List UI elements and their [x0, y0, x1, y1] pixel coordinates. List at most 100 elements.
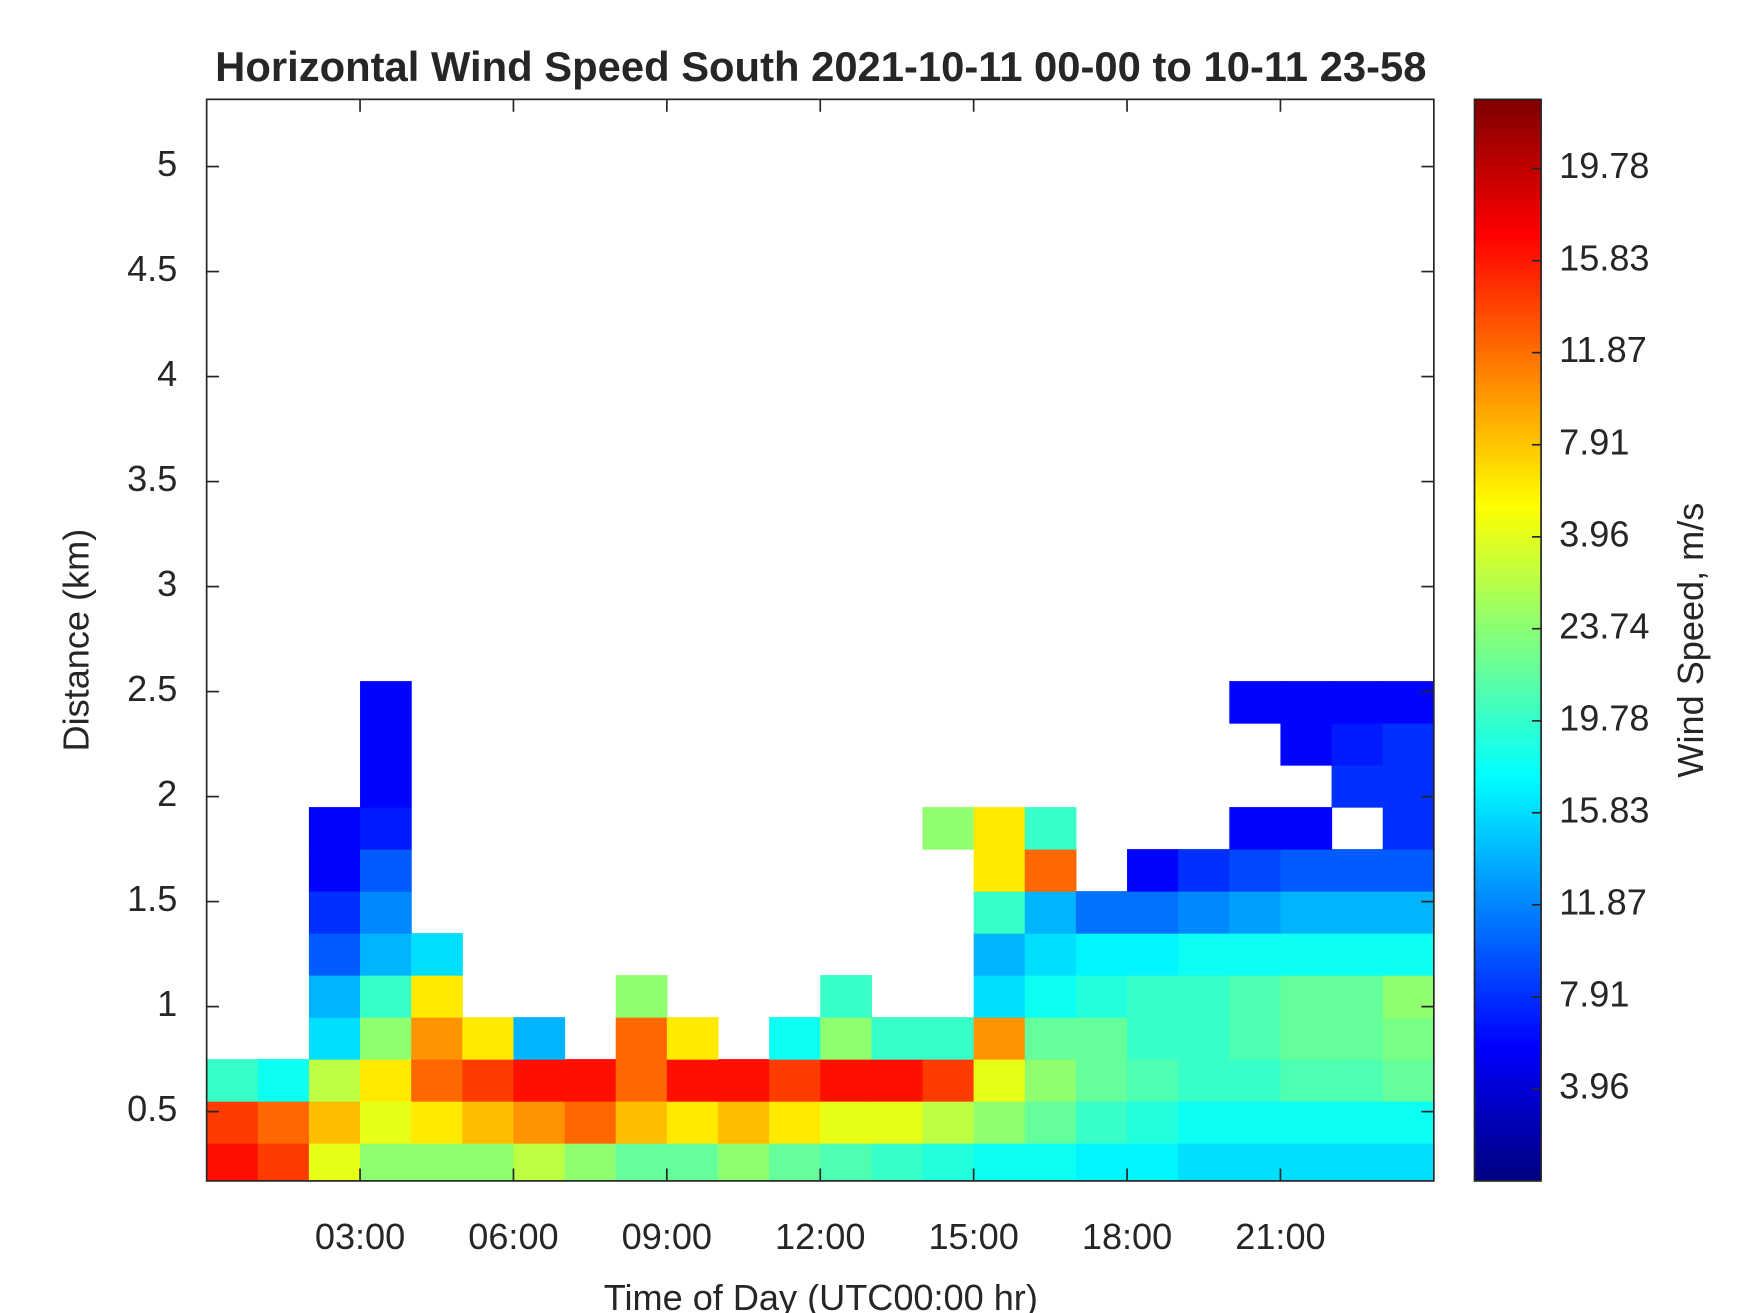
heat-cell [1127, 1017, 1179, 1060]
colorbar-swatch [1474, 166, 1542, 173]
heat-cell [360, 723, 412, 766]
heat-cell [1024, 1101, 1077, 1144]
colorbar-swatch [1474, 1072, 1542, 1078]
colorbar-swatch [1474, 1027, 1542, 1033]
colorbar-swatch [1474, 189, 1542, 195]
colorbar-swatch [1474, 901, 1542, 907]
y-tick-label: 1 [157, 983, 177, 1024]
colorbar-swatch [1474, 1063, 1542, 1069]
colorbar-swatch [1474, 1032, 1542, 1038]
colorbar-swatch [1474, 1090, 1542, 1096]
heat-cell [1280, 807, 1333, 850]
colorbar-swatch [1474, 230, 1542, 236]
colorbar-swatch [1474, 221, 1542, 227]
colorbar-swatch [1474, 536, 1542, 542]
colorbar-swatch [1474, 378, 1542, 384]
colorbar-swatch [1474, 996, 1542, 1002]
colorbar-swatch [1474, 577, 1542, 583]
heat-cell [308, 1143, 361, 1182]
heat-cell [360, 891, 412, 934]
colorbar-swatch [1474, 1000, 1542, 1006]
colorbar-swatch [1474, 752, 1542, 758]
colorbar-swatch [1474, 991, 1542, 997]
heat-cell [615, 1143, 668, 1182]
heat-cell [1229, 1143, 1282, 1182]
heat-cell [922, 1143, 975, 1182]
heat-cell [666, 1101, 719, 1144]
heat-cell [1075, 975, 1128, 1018]
heat-cell [1229, 849, 1282, 892]
colorbar-swatch [1474, 671, 1542, 677]
colorbar-swatch [1474, 730, 1542, 736]
heat-cell [973, 975, 1026, 1018]
heat-cell [1178, 1059, 1230, 1102]
colorbar-tick-label: 19.78 [1559, 145, 1649, 186]
colorbar-swatch [1474, 1068, 1542, 1074]
colorbar-swatch [1474, 419, 1542, 425]
heat-cell [973, 1059, 1026, 1102]
y-tick-label: 5 [157, 143, 177, 184]
heat-cell [973, 807, 1026, 850]
colorbar-swatch [1474, 297, 1542, 303]
heat-cell [411, 933, 463, 976]
x-tick-label: 21:00 [1235, 1216, 1325, 1257]
heat-cell [1382, 765, 1435, 808]
heat-cell [973, 891, 1026, 934]
colorbar-frame [1473, 98, 1542, 1182]
colorbar-swatch [1474, 130, 1542, 137]
colorbar-swatch [1474, 1014, 1542, 1020]
colorbar-swatch [1474, 739, 1542, 745]
colorbar-swatch [1474, 694, 1542, 700]
heat-cell [1280, 1017, 1333, 1060]
heat-cell [411, 1059, 463, 1102]
heat-cell [1229, 1059, 1282, 1102]
heat-cell [564, 1143, 617, 1182]
y-tick-label: 2.5 [127, 668, 177, 709]
colorbar-swatch [1474, 1077, 1542, 1083]
colorbar-swatch [1474, 405, 1542, 411]
heat-cell [1127, 975, 1179, 1018]
colorbar-swatch [1474, 446, 1542, 452]
colorbar-swatch [1474, 712, 1542, 718]
colorbar-swatch [1474, 653, 1542, 659]
colorbar-swatch [1474, 707, 1542, 713]
heat-cell [1382, 1143, 1435, 1182]
heat-cell [1280, 933, 1333, 976]
heat-cell [973, 1017, 1026, 1060]
colorbar-swatch [1474, 383, 1542, 389]
heat-cell [1075, 1101, 1128, 1144]
heat-cell [820, 1059, 872, 1102]
colorbar-swatch [1474, 554, 1542, 560]
colorbar-swatch [1474, 883, 1542, 889]
colorbar-swatch [1474, 590, 1542, 596]
colorbar-swatch [1474, 851, 1542, 858]
heat-cell [615, 975, 668, 1018]
heat-cell [973, 933, 1026, 976]
heat-cell [1127, 849, 1179, 892]
heat-cell [973, 1101, 1026, 1144]
y-tick-label: 4.5 [127, 248, 177, 289]
colorbar-swatch [1474, 99, 1542, 105]
colorbar-swatch [1474, 973, 1542, 979]
colorbar-swatch [1474, 180, 1542, 186]
y-tick-label: 0.5 [127, 1088, 177, 1129]
colorbar-swatch [1474, 545, 1542, 551]
colorbar-swatch [1474, 518, 1542, 524]
colorbar-swatch [1474, 1167, 1542, 1173]
heat-cell [973, 849, 1026, 892]
colorbar-swatch [1474, 865, 1542, 871]
heat-cell [1229, 1101, 1282, 1144]
colorbar-swatch [1474, 153, 1542, 159]
colorbar-swatch [1474, 1144, 1542, 1151]
colorbar-swatch [1474, 531, 1542, 538]
colorbar-swatch [1474, 315, 1542, 321]
heat-cell [360, 933, 412, 976]
colorbar-swatch [1474, 933, 1542, 939]
colorbar-swatch [1474, 1036, 1542, 1042]
colorbar-swatch [1474, 1117, 1542, 1124]
colorbar-swatch [1474, 1009, 1542, 1015]
colorbar-swatch [1474, 1171, 1542, 1178]
colorbar-swatch [1474, 802, 1542, 808]
heat-cell [308, 1017, 361, 1060]
colorbar-swatch [1474, 504, 1542, 511]
